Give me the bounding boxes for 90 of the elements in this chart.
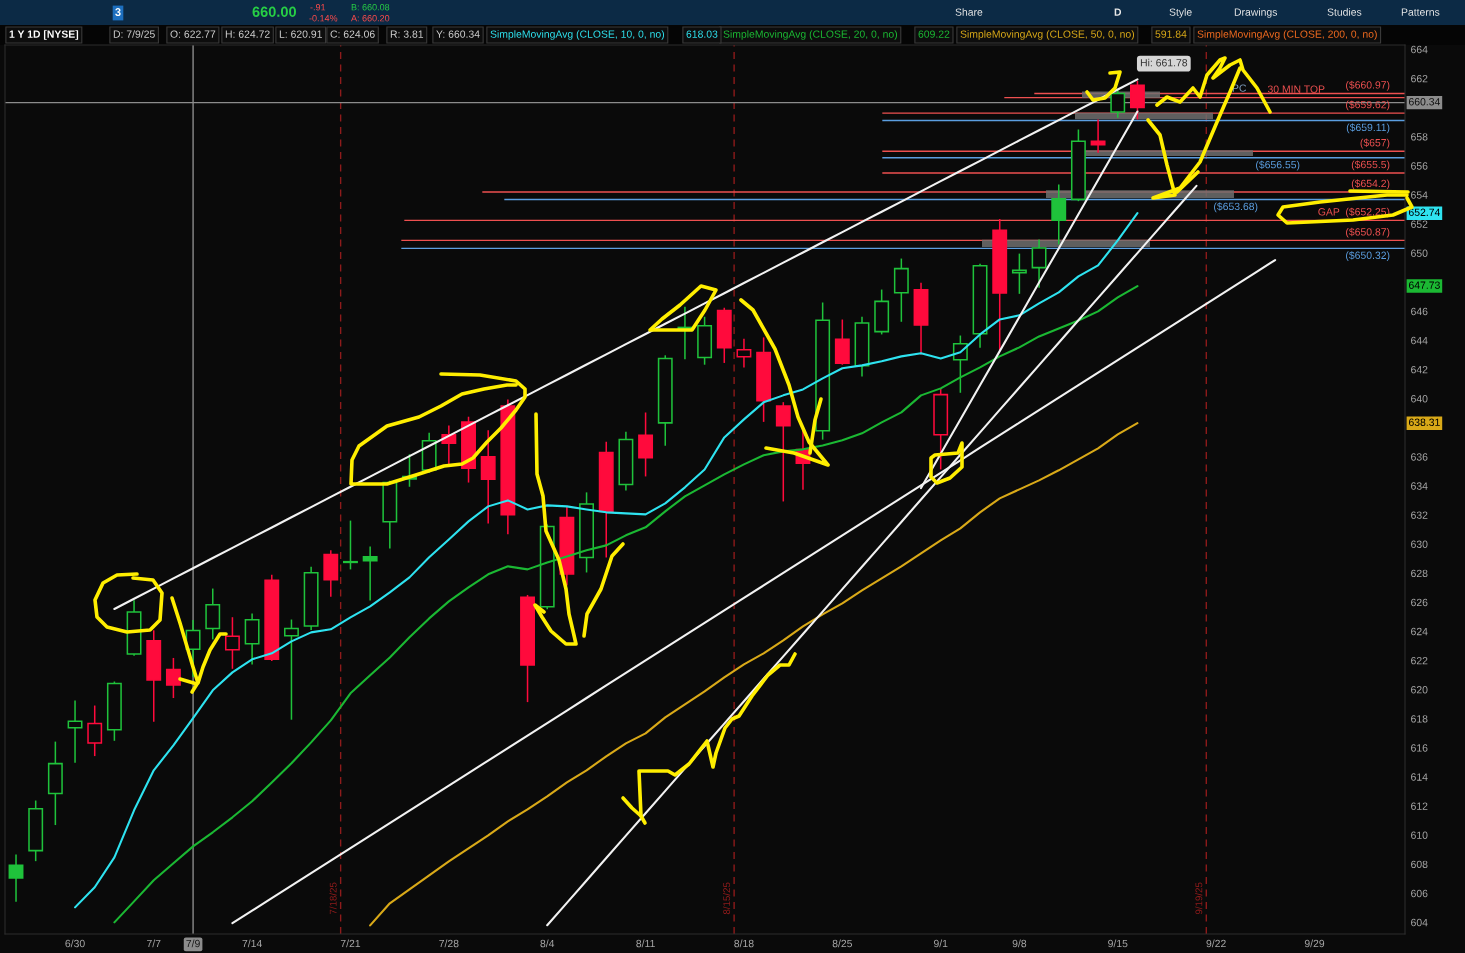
y-tick-label: 618	[1411, 715, 1428, 723]
legend-label: SimpleMovingAvg (CLOSE, 200, 0, no)	[1197, 30, 1377, 40]
x-tick-label: 7/28	[439, 939, 459, 948]
text: R: 3.81	[390, 30, 424, 38]
text: 618.03	[686, 30, 718, 38]
y-tick-label: 664	[1411, 45, 1428, 54]
y-tick-label: 628	[1411, 569, 1428, 578]
text: -0.14%	[309, 15, 338, 22]
y-tick-label: 608	[1411, 860, 1428, 869]
chart-title: 1 Y 1D [NYSE]	[9, 30, 79, 40]
text: 3	[115, 8, 121, 16]
x-tick-label: 7/14	[242, 939, 262, 948]
text: A: 660.20	[351, 15, 390, 22]
y-tick-label: 646	[1411, 307, 1428, 316]
x-tick-label: 9/22	[1206, 939, 1226, 948]
text: D	[1114, 8, 1122, 16]
y-tick-label: 604	[1411, 918, 1428, 927]
ref-line-label: 660.34	[1409, 98, 1441, 106]
text: Style	[1169, 8, 1192, 18]
text: H: 624.72	[225, 30, 270, 38]
ref-line-label: ($656.55)	[1256, 160, 1300, 171]
y-tick-label: 606	[1411, 889, 1428, 898]
text: 652.74	[1409, 208, 1441, 216]
text: SimpleMovingAvg (CLOSE, 50, 0, no)	[960, 30, 1135, 40]
ref-line-label: GAP ($652.25)	[1318, 207, 1390, 218]
text: SimpleMovingAvg (CLOSE, 20, 0, no)	[723, 30, 898, 40]
x-tick-label: 7/9	[186, 939, 200, 948]
y-tick-label: 656	[1411, 162, 1428, 170]
x-tick-label: 6/30	[65, 939, 85, 948]
y-tick-label: 630	[1411, 540, 1428, 548]
text: Studies	[1327, 8, 1362, 16]
text: -.91	[310, 4, 326, 11]
text: D: 7/9/25	[113, 30, 155, 38]
y-tick-label: 658	[1411, 133, 1428, 141]
x-tick-label: 8/11	[636, 939, 655, 948]
y-tick-label: 654	[1411, 191, 1428, 199]
x-tick-label: 9/1	[933, 939, 948, 948]
y-tick-label: 652	[1411, 220, 1428, 228]
ref-line-label: ($653.68)	[1214, 202, 1258, 213]
y-tick-label: 624	[1411, 627, 1428, 636]
ref-line-label: 30 MIN TOP	[1267, 85, 1325, 93]
ref-line-label: ($654.2)	[1351, 179, 1390, 190]
y-tick-label: 622	[1411, 656, 1428, 665]
y-tick-label: 644	[1411, 336, 1428, 345]
text: Patterns	[1401, 8, 1440, 16]
text: Drawings	[1234, 8, 1278, 18]
x-tick-label: 9/8	[1012, 939, 1027, 948]
y-tick-label: 614	[1411, 773, 1428, 781]
y-tick-label: 620	[1411, 686, 1428, 694]
y-tick-label: 662	[1411, 74, 1428, 83]
x-tick-label: 8/25	[832, 939, 853, 948]
text: 591.84	[1155, 30, 1187, 38]
ref-line-label: ($650.87)	[1346, 227, 1390, 238]
y-tick-label: 612	[1411, 802, 1428, 810]
y-tick-label: 640	[1411, 395, 1428, 403]
x-tick-label: 7/21	[340, 939, 361, 948]
ref-line-label: ($655.5)	[1351, 160, 1390, 171]
text: C: 624.06	[330, 30, 375, 38]
text: B: 660.08	[351, 4, 390, 11]
x-tick-label: 9/15	[1108, 939, 1128, 948]
x-tick-label: 8/4	[540, 939, 555, 948]
text: L: 620.91	[279, 30, 322, 38]
text: 660.00	[252, 6, 297, 17]
x-tick-label: 9/29	[1304, 939, 1325, 948]
y-tick-label: 632	[1411, 511, 1428, 519]
ref-line-label: ($660.97)	[1346, 80, 1390, 91]
y-tick-label: 616	[1411, 744, 1428, 752]
text: O: 622.77	[170, 30, 216, 38]
text: 609.22	[918, 30, 950, 38]
y-tick-label: 642	[1411, 365, 1428, 374]
x-tick-label: 8/18	[734, 939, 754, 948]
x-tick-label: 7/7	[147, 939, 161, 948]
text: Share	[955, 8, 983, 16]
annotation: 8/15/25	[722, 882, 731, 915]
annotation: 7/18/25	[329, 882, 337, 915]
text: 647.73	[1409, 281, 1440, 289]
ref-line-label: ($659.11)	[1346, 123, 1390, 134]
text: 638.31	[1409, 418, 1440, 426]
ref-line-label: ($650.32)	[1346, 251, 1390, 262]
annotation: Hi: 661.78	[1140, 58, 1188, 67]
y-tick-label: 626	[1411, 598, 1428, 607]
y-tick-label: 634	[1411, 482, 1428, 490]
text: SimpleMovingAvg (CLOSE, 10, 0, no)	[490, 30, 665, 40]
y-tick-label: 610	[1411, 831, 1428, 839]
text: Y: 660.34	[436, 30, 480, 38]
ref-line-label: ($657)	[1360, 138, 1390, 149]
y-tick-label: 650	[1411, 249, 1428, 257]
ref-line-label: ($659.62)	[1346, 100, 1390, 111]
y-tick-label: 636	[1411, 453, 1428, 461]
annotation: 9/19/25	[1195, 882, 1203, 915]
